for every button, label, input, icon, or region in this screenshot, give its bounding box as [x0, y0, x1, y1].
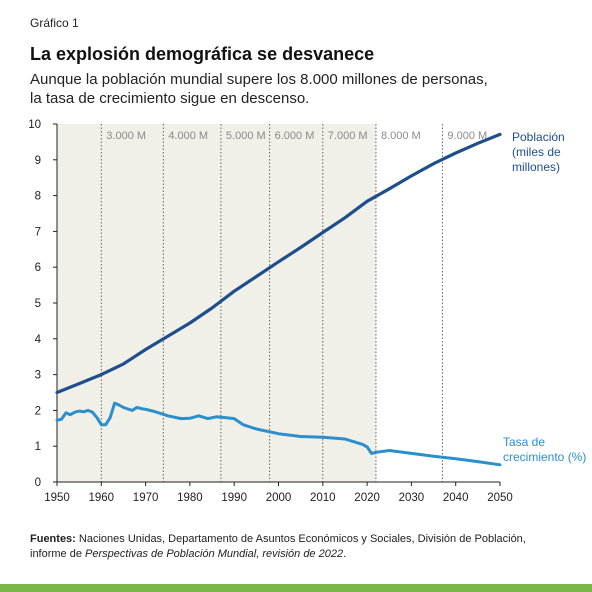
source-line-2: informe de Perspectivas de Población Mun…	[30, 547, 570, 562]
x-tick-label: 1980	[177, 492, 203, 504]
x-tick-label: 2030	[399, 492, 425, 504]
source-line-1: Fuentes: Naciones Unidas, Departamento d…	[30, 532, 570, 547]
x-tick-label: 2010	[310, 492, 336, 504]
x-tick-label: 1960	[89, 492, 115, 504]
milestone-label: 7.000 M	[328, 130, 368, 142]
y-tick-label: 8	[35, 191, 41, 203]
milestone-label: 5.000 M	[226, 130, 266, 142]
milestone-label: 4.000 M	[168, 130, 208, 142]
source-note: Fuentes: Naciones Unidas, Departamento d…	[30, 532, 570, 562]
y-tick-label: 10	[28, 119, 41, 131]
milestone-label: 3.000 M	[106, 130, 146, 142]
figure-label: Gráfico 1	[30, 16, 79, 30]
x-tick-label: 2000	[266, 492, 292, 504]
subtitle-line-2: la tasa de crecimiento sigue en descenso…	[30, 90, 310, 107]
y-tick-label: 1	[35, 441, 41, 453]
growth-rate-label-line: Tasa de	[503, 435, 545, 449]
accent-bar	[0, 584, 592, 592]
source-text-2b: .	[343, 548, 347, 560]
x-tick-label: 1970	[133, 492, 159, 504]
x-tick-label: 1950	[44, 492, 70, 504]
population-line	[55, 132, 502, 395]
x-tick-label: 2040	[443, 492, 469, 504]
y-tick-label: 7	[35, 226, 41, 238]
y-tick-label: 4	[35, 334, 42, 346]
subtitle-line-1: Aunque la población mundial supere los 8…	[30, 71, 488, 88]
source-label: Fuentes:	[30, 533, 76, 545]
x-tick-label: 1990	[221, 492, 247, 504]
milestone-label: 9.000 M	[447, 130, 487, 142]
y-tick-label: 5	[35, 298, 41, 310]
chart-title: La explosión demográfica se desvanece	[30, 44, 375, 64]
population-label-line: millones)	[512, 160, 560, 174]
x-tick-label: 2050	[487, 492, 513, 504]
x-tick-label: 2020	[354, 492, 380, 504]
source-text-2a: informe de	[30, 548, 86, 560]
milestone-label: 8.000 M	[381, 130, 421, 142]
population-label-line: (miles de	[512, 145, 561, 159]
y-tick-label: 9	[35, 155, 41, 167]
y-tick-label: 0	[35, 477, 41, 489]
source-text-1: Naciones Unidas, Departamento de Asuntos…	[75, 533, 526, 545]
growth-rate-label-line: crecimiento (%)	[503, 450, 586, 464]
source-report-title: Perspectivas de Población Mundial, revis…	[85, 548, 344, 560]
population-label-line: Población	[512, 130, 565, 144]
y-tick-label: 2	[35, 405, 41, 417]
chart-subtitle: Aunque la población mundial supere los 8…	[30, 70, 570, 108]
growth-rate-line	[55, 401, 502, 467]
y-tick-label: 6	[35, 262, 41, 274]
milestone-label: 6.000 M	[275, 130, 315, 142]
y-tick-label: 3	[35, 370, 41, 382]
